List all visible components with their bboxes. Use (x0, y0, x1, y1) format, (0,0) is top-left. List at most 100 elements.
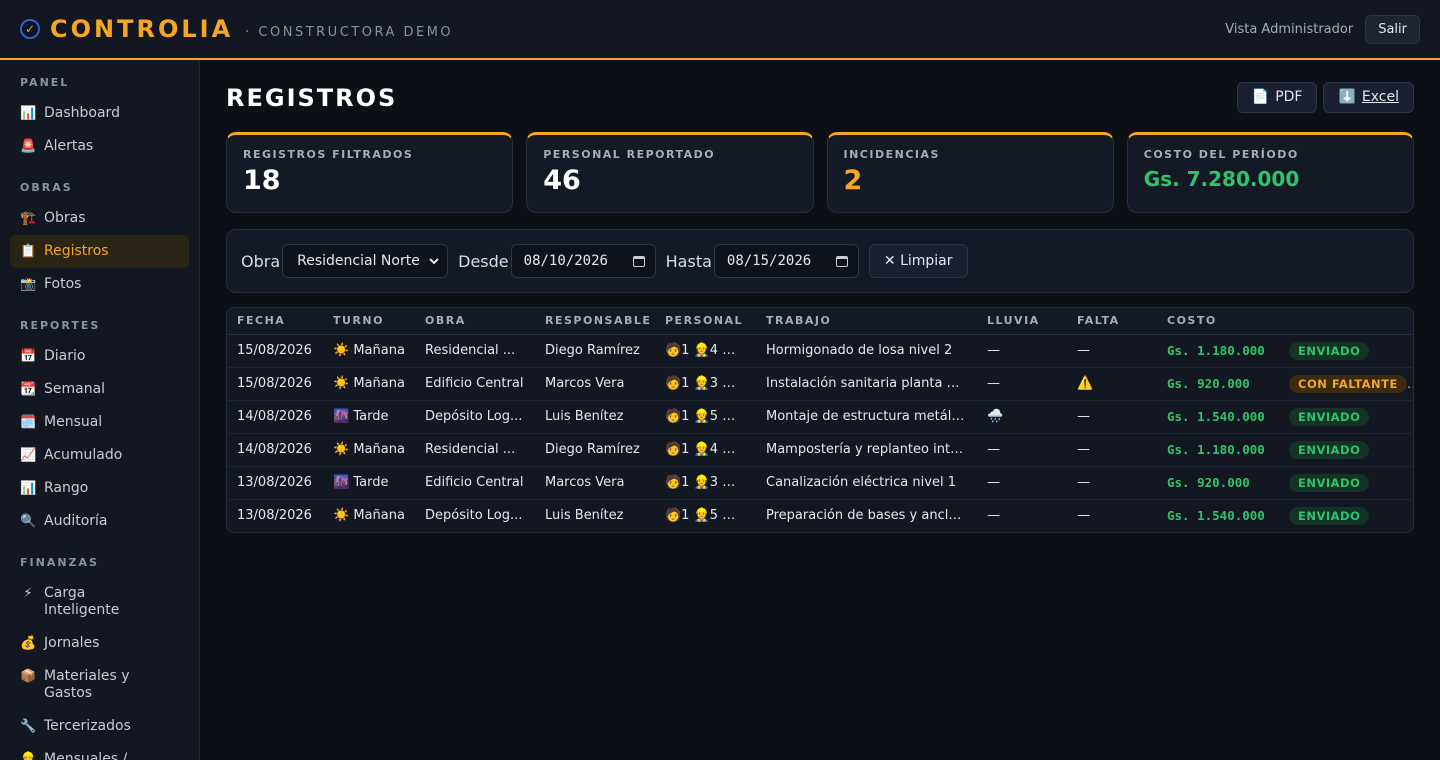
hasta-filter-label: Hasta (665, 251, 712, 271)
sidebar-item-semanal[interactable]: 📆 Semanal (10, 373, 189, 406)
cell-trabajo: Instalación sanitaria planta baja (756, 367, 977, 401)
column-header: FALTA (1067, 308, 1157, 335)
export-excel-button[interactable]: ⬇️ Excel (1323, 81, 1414, 113)
obra-select-value: Residencial Norte (297, 253, 420, 269)
sidebar-item-acumulado[interactable]: 📈 Acumulado (10, 439, 189, 472)
sidebar-item-label: Tercerizados (44, 718, 131, 734)
desde-filter-label: Desde (458, 251, 509, 271)
registros-icon: 📋 (20, 244, 37, 259)
cell-lluvia: 🌧️ (977, 400, 1067, 434)
cell-estado: ENVIADO (1279, 400, 1413, 434)
table-row[interactable]: 13/08/2026 🌆 Tarde Edificio Central Marcos … (227, 466, 1413, 500)
table-header-row: FECHA TURNO OBRA RESPONSABLE PERSONAL TRABAJO… (227, 308, 1413, 335)
sidebar-item-mensuales-encargados[interactable]: 👷 Mensuales / Encargados (10, 743, 189, 760)
sidebar-item-label: Semanal (44, 381, 106, 397)
sidebar-item-mensual[interactable]: 🗓️ Mensual (10, 406, 189, 439)
sidebar-item-label: Registros (44, 243, 109, 259)
cell-falta: ⚠️ (1067, 367, 1157, 401)
logout-button[interactable]: Salir (1365, 14, 1420, 44)
carga-inteligente-icon: ⚡ (23, 586, 33, 601)
brand-name: CONTROLIA (50, 15, 234, 43)
column-header: COSTO (1157, 308, 1279, 335)
hasta-date-input[interactable]: 08/15/2026 (713, 244, 859, 278)
sidebar-item-rango[interactable]: 📊 Rango (10, 472, 189, 505)
cell-responsable: Diego Ramírez (535, 334, 655, 368)
cell-obra: Depósito Log... (425, 508, 523, 524)
mensual-icon: 🗓️ (20, 415, 37, 430)
cell-lluvia: — (977, 466, 1067, 500)
sidebar-item-materiales-y-gastos[interactable]: 📦 Materiales y Gastos (10, 660, 189, 710)
calendar-icon[interactable] (632, 255, 645, 267)
sidebar-item-label: Materiales y Gastos (44, 668, 130, 701)
kpi-label: PERSONAL REPORTADO (543, 148, 716, 161)
sidebar-item-label: Diario (44, 348, 86, 364)
acumulado-icon: 📈 (20, 448, 37, 463)
top-right-area: Vista Administrador Salir (1225, 14, 1420, 44)
fotos-icon: 📸 (20, 277, 37, 292)
cell-estado: ENVIADO (1279, 466, 1413, 500)
cell-costo: Gs. 920.000 (1157, 466, 1279, 500)
cell-personal: 🧑1 👷4 👤3 (655, 433, 756, 467)
sidebar-item-fotos[interactable]: 📸 Fotos (10, 268, 189, 301)
cell-costo: Gs. 1.180.000 (1157, 433, 1279, 467)
clear-filters-button[interactable]: ✕ Limpiar (868, 244, 968, 278)
mensuales-encargados-icon: 👷 (20, 752, 37, 760)
cell-fecha: 14/08/2026 (227, 433, 323, 467)
sidebar-item-obras[interactable]: 🏗️ Obras (10, 202, 189, 235)
cell-costo: Gs. 1.180.000 (1157, 334, 1279, 368)
table-row[interactable]: 14/08/2026 ☀️ Mañana Residencial ... Diego … (227, 433, 1413, 467)
sidebar-item-diario[interactable]: 📅 Diario (10, 340, 189, 373)
kpi-card: PERSONAL REPORTADO 46 (526, 132, 814, 213)
sidebar-item-label: Obras (44, 210, 86, 226)
table-row[interactable]: 15/08/2026 ☀️ Mañana Residencial ... Diego … (227, 334, 1413, 368)
download-icon: ⬇️ (1338, 89, 1356, 105)
cell-fecha: 15/08/2026 (227, 367, 323, 401)
status-badge: ENVIADO (1289, 506, 1370, 525)
cell-obra: Edificio Central (415, 466, 535, 500)
column-header: FECHA (227, 308, 323, 335)
sidebar-item-carga-inteligente[interactable]: ⚡ Carga Inteligente (10, 577, 189, 627)
sidebar-item-jornales[interactable]: 💰 Jornales (10, 627, 189, 660)
column-header: RESPONSABLE (535, 308, 655, 335)
cell-estado: ENVIADO (1279, 433, 1413, 467)
cell-fecha: 15/08/2026 (227, 334, 323, 368)
sidebar-item-tercerizados[interactable]: 🔧 Tercerizados (10, 710, 189, 743)
sidebar-item-registros[interactable]: 📋 Registros (10, 235, 189, 268)
top-bar: ✓ CONTROLIA · CONSTRUCTORA DEMO Vista Ad… (0, 0, 1440, 60)
cell-turno: 🌆 Tarde (323, 466, 415, 500)
company-subtitle: · CONSTRUCTORA DEMO (245, 24, 454, 40)
cell-turno: ☀️ Mañana (323, 433, 415, 467)
main-content: REGISTROS 📄 PDF ⬇️ Excel REGISTROS FILTR… (226, 60, 1414, 533)
cell-fecha: 13/08/2026 (227, 466, 323, 500)
cell-costo: Gs. 920.000 (1157, 367, 1279, 401)
export-pdf-button[interactable]: 📄 PDF (1236, 81, 1318, 113)
cell-personal: 🧑1 👷5 👤4 (655, 400, 756, 434)
kpi-value: Gs. 7.280.000 (1143, 167, 1300, 191)
cell-costo: Gs. 1.540.000 (1157, 400, 1279, 434)
cell-turno: ☀️ Mañana (323, 367, 415, 401)
desde-date-input[interactable]: 08/10/2026 (510, 244, 656, 278)
nav-section-title: OBRAS (20, 181, 73, 194)
calendar-icon[interactable] (835, 255, 848, 267)
cell-personal: 🧑1 👷5 👤4 (665, 508, 747, 524)
jornales-icon: 💰 (20, 636, 37, 651)
sidebar-item-label: Jornales (44, 635, 100, 651)
sidebar-item-alertas[interactable]: 🚨 Alertas (10, 130, 189, 163)
table-row[interactable]: 14/08/2026 🌆 Tarde Depósito Log... Luis Ben… (227, 400, 1413, 434)
nav-section-title: PANEL (20, 76, 70, 89)
cell-lluvia: — (977, 367, 1067, 401)
kpi-card: COSTO DEL PERÍODO Gs. 7.280.000 (1126, 132, 1414, 213)
cell-personal: 🧑1 👷3 👤2 (655, 367, 756, 401)
obra-filter-label: Obra (241, 251, 281, 271)
sidebar-item-auditoria[interactable]: 🔍 Auditoría (10, 505, 189, 538)
obra-select[interactable]: Residencial Norte (282, 244, 449, 278)
dashboard-icon: 📊 (20, 106, 37, 121)
records-table-container: FECHA TURNO OBRA RESPONSABLE PERSONAL TRABAJO… (226, 307, 1414, 533)
pdf-label: PDF (1275, 89, 1303, 105)
table-row[interactable]: 15/08/2026 ☀️ Mañana Edificio Central Marco… (227, 367, 1413, 401)
cell-falta: — (1067, 466, 1157, 500)
cell-trabajo: Canalización eléctrica nivel 1 (756, 466, 977, 500)
sidebar-item-dashboard[interactable]: 📊 Dashboard (10, 97, 189, 130)
status-badge: ENVIADO (1289, 473, 1370, 492)
table-row[interactable]: 13/08/2026 ☀️ Mañana Depósito Log... Luis B… (227, 499, 1413, 532)
